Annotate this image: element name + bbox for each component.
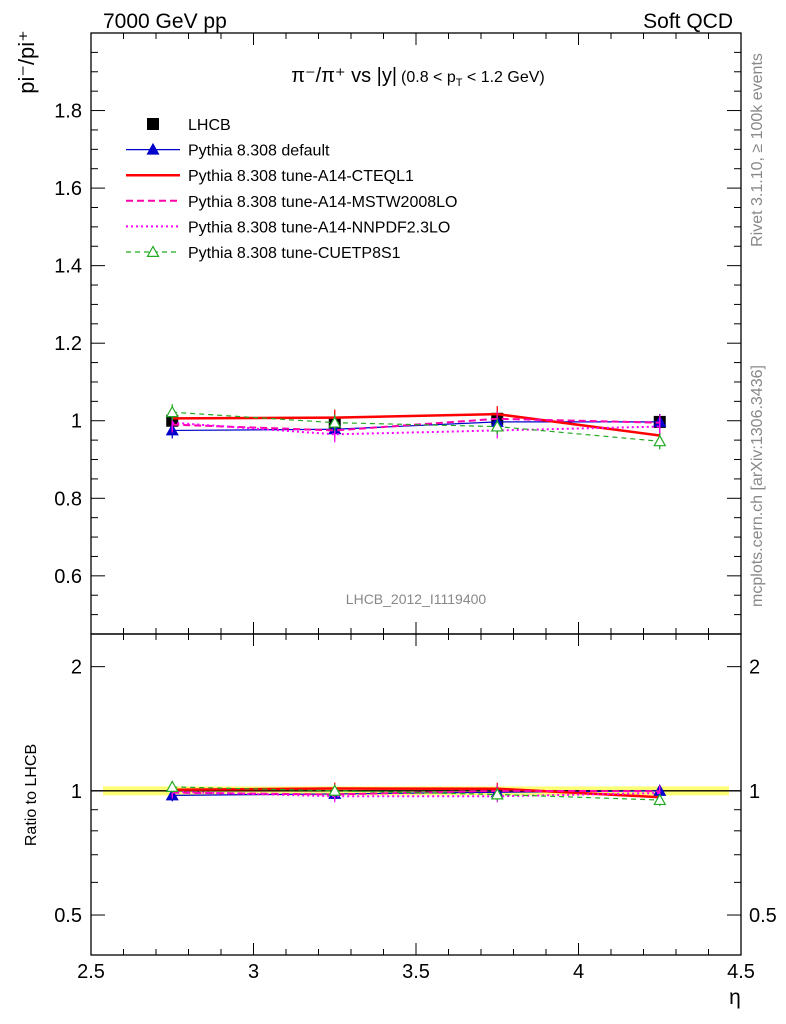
ratio-series-marker — [653, 793, 667, 806]
series-line — [172, 421, 660, 436]
y-tick-label: 1.8 — [54, 101, 82, 123]
mcplots-label: mcplots.cern.ch [arXiv:1306.3436] — [749, 365, 766, 607]
legend-entry: Pythia 8.308 tune-A14-MSTW2008LO — [126, 194, 457, 211]
rivet-version-label: Rivet 3.1.10, ≥ 100k events — [749, 53, 766, 247]
x-tick-label: 3.5 — [402, 961, 430, 983]
top-y-axis-title: pi⁻/pi⁺ — [14, 30, 39, 94]
legend-entry: Pythia 8.308 tune-CUETP8S1 — [126, 245, 401, 262]
header-left-label: 7000 GeV pp — [103, 10, 227, 33]
legend-label: Pythia 8.308 default — [188, 143, 330, 160]
y-tick-label: 1.2 — [54, 333, 82, 355]
x-tick-label: 4.5 — [727, 961, 755, 983]
ratio-y-tick-label-right: 1 — [749, 781, 760, 803]
legend-label: LHCB — [188, 117, 231, 134]
ratio-y-tick-label-right: 0.5 — [749, 905, 777, 927]
ratio-y-axis-label: Ratio to LHCB — [23, 744, 40, 846]
plot-title: π⁻/π⁺ vs |y| (0.8 < pT < 1.2 GeV) — [291, 65, 544, 89]
legend-marker — [147, 118, 159, 130]
ratio-plot-frame: 2.5 3 3.5 4 4.5 0.5 0.5 1 1 2 2 — [54, 633, 777, 983]
series-marker — [165, 405, 179, 418]
series-marker — [490, 419, 504, 432]
analysis-id-label: LHCB_2012_I1119400 — [346, 591, 487, 607]
x-axis-label: η — [729, 986, 741, 1009]
legend: LHCB Pythia 8.308 default Pythia 8.308 tun… — [126, 117, 457, 262]
ratio-y-tick-label: 2 — [71, 657, 82, 679]
plot-title-main: π⁻/π⁺ vs |y| — [291, 65, 397, 87]
legend-entry: Pythia 8.308 tune-A14-CTEQL1 — [126, 168, 414, 185]
ratio-y-tick-label-right: 2 — [749, 657, 760, 679]
ratio-series-4 — [165, 780, 667, 807]
plot-title-cut: (0.8 < p — [401, 69, 456, 86]
y-tick-label: 1.6 — [54, 178, 82, 200]
legend-entry: Pythia 8.308 default — [126, 143, 330, 160]
series-marker — [328, 415, 342, 428]
plot-title-cut-sub: T — [456, 77, 463, 89]
legend-label: Pythia 8.308 tune-CUETP8S1 — [188, 245, 401, 262]
ratio-series-line — [172, 786, 660, 801]
y-tick-label: 1 — [71, 411, 82, 433]
y-tick-label: 1.4 — [54, 256, 82, 278]
series-line — [172, 411, 660, 442]
plot-title-cut-end: < 1.2 GeV) — [462, 69, 544, 86]
ratio-series-marker — [490, 787, 504, 800]
legend-entry: Pythia 8.308 tune-A14-NNPDF2.3LO — [126, 219, 450, 236]
x-tick-label: 4 — [573, 961, 584, 983]
ratio-y-tick-label: 1 — [71, 781, 82, 803]
series-marker — [653, 434, 667, 447]
legend-label: Pythia 8.308 tune-A14-CTEQL1 — [188, 168, 414, 185]
legend-marker — [146, 142, 160, 155]
legend-entry: LHCB — [147, 117, 231, 134]
top-y-axis-label: pi⁻/pi⁺ — [14, 30, 39, 94]
x-tick-label: 2.5 — [77, 961, 105, 983]
ratio-series-marker — [165, 780, 179, 792]
top-series-5 — [165, 404, 667, 450]
ratio-y-axis-title: Ratio to LHCB — [23, 744, 40, 846]
x-tick-label: 3 — [248, 961, 259, 983]
ratio-y-tick-label: 0.5 — [54, 905, 82, 927]
header-right-label: Soft QCD — [643, 10, 733, 33]
y-tick-label: 0.6 — [54, 566, 82, 588]
ratio-series-line — [172, 790, 660, 798]
legend-label: Pythia 8.308 tune-A14-MSTW2008LO — [188, 194, 457, 211]
legend-marker — [146, 245, 160, 257]
y-tick-label: 0.8 — [54, 488, 82, 510]
ratio-series-marker — [328, 784, 342, 796]
legend-label: Pythia 8.308 tune-A14-NNPDF2.3LO — [188, 219, 450, 236]
top-plot-frame: 0.6 0.8 1 1.2 1.4 1.6 1.8 — [54, 32, 742, 635]
